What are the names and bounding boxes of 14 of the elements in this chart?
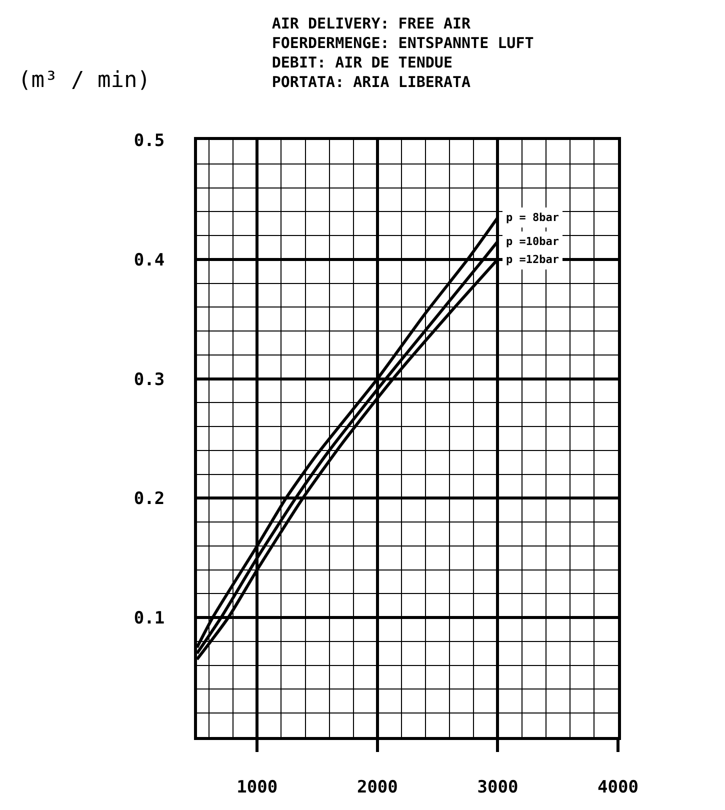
y-tick-label: 0.4	[134, 250, 165, 270]
x-tick-label: 4000	[598, 777, 638, 798]
y-tick-label: 0.2	[134, 489, 165, 510]
series-label: p =12bar	[506, 253, 560, 266]
y-tick-label: 0.5	[134, 130, 165, 151]
x-tick-label: 3000	[477, 777, 518, 798]
x-tick-label: 1000	[236, 777, 278, 798]
series-label: p =10bar	[506, 235, 560, 248]
x-tick-label: 2000	[356, 777, 398, 798]
chart-title: AIR DELIVERY: FREE AIR FOERDERMENGE: ENTSPANNTE LUFT DEBIT: AIR DE TENDUE PORTATA: ARIA LIBERATA	[272, 14, 534, 91]
y-tick-label: 0.3	[134, 370, 165, 390]
series-label: p = 8bar	[506, 211, 560, 224]
y-tick-label: 0.1	[134, 608, 165, 629]
y-axis-title: (m³ / min)	[18, 68, 150, 93]
